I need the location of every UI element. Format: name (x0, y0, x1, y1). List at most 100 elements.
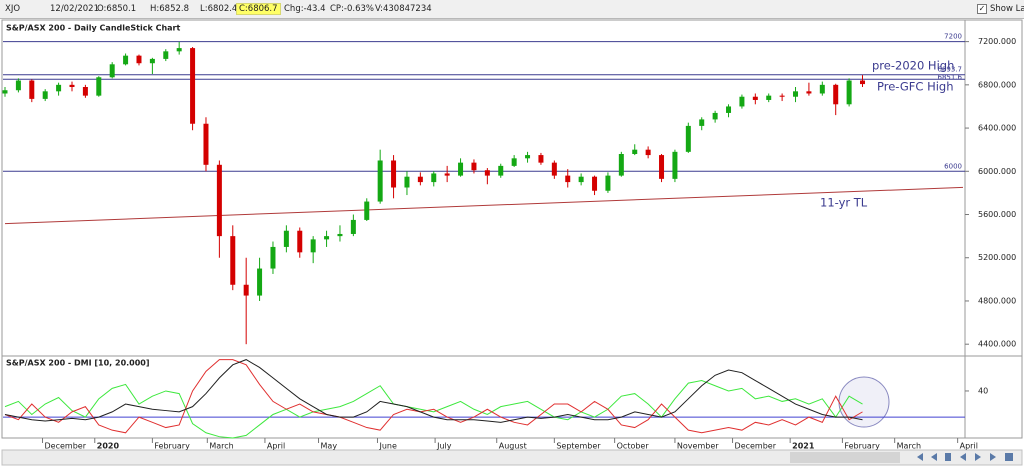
candle-body (471, 162, 477, 171)
candle-body (860, 80, 866, 85)
candle-body (752, 96, 758, 100)
trendline (4, 186, 964, 225)
candle-body (123, 55, 129, 65)
candle-body (283, 230, 289, 247)
candle-body (779, 95, 785, 97)
candle-body (846, 80, 852, 105)
candle-body (149, 58, 155, 64)
show-last-checkbox[interactable]: ✓ (977, 4, 987, 14)
candle-body (726, 106, 732, 113)
y-tick-label: 7200.000 (978, 37, 1016, 46)
candle-body (324, 236, 330, 240)
x-tick-label: July (436, 442, 452, 451)
candle-body (29, 80, 35, 99)
candle-body (337, 233, 343, 237)
candle-body (136, 55, 142, 64)
candle-body (56, 84, 62, 92)
frame (1, 19, 1023, 439)
high: H:6852.8 (150, 4, 189, 14)
candle-body (69, 84, 75, 87)
candle-body (297, 230, 303, 253)
candle-body (444, 173, 450, 176)
dmi-line (4, 379, 863, 439)
candle-body (712, 112, 718, 120)
scroll-buttons[interactable] (917, 453, 1013, 461)
candle-body (458, 162, 464, 176)
date: 12/02/2021 (50, 4, 99, 14)
candle-body (592, 176, 598, 191)
candle-body (605, 175, 611, 191)
dmi-line (4, 359, 863, 434)
x-tick-label: December (45, 442, 87, 451)
x-tick-label: November (677, 442, 719, 451)
candle-body (645, 149, 651, 156)
candle-body (833, 84, 839, 105)
candle-body (391, 160, 397, 188)
change: Chg:-43.4 (284, 4, 326, 14)
volume: V:430847234 (375, 4, 432, 14)
candle-body (270, 246, 276, 269)
y-tick-label: 6000.000 (978, 167, 1016, 176)
candle-body (404, 176, 410, 188)
low: L:6802.4 (200, 4, 238, 14)
y-tick-label: 6800.000 (978, 80, 1016, 89)
y-tick-label: 5200.000 (978, 253, 1016, 262)
dmi-line (4, 359, 863, 423)
candle-body (431, 173, 437, 183)
price-title: S&P/ASX 200 - Daily CandleStick Chart (6, 24, 180, 33)
candle-body (806, 91, 812, 94)
candle-body (578, 176, 584, 183)
open: O:6850.1 (97, 4, 137, 14)
x-tick-label: 2021 (792, 442, 815, 451)
annotation: 11-yr TL (820, 196, 868, 210)
show-last-label[interactable]: Show Last (990, 4, 1024, 14)
candle-body (551, 162, 557, 176)
level-label: 6000 (944, 162, 962, 170)
candle-body (96, 77, 102, 96)
candle-body (699, 119, 705, 126)
candle-body (190, 48, 196, 124)
candle-body (618, 154, 624, 176)
highlight-circle (838, 376, 890, 428)
candle-body (632, 149, 638, 154)
symbol: XJO (5, 4, 21, 14)
annotation: pre-2020 High (872, 59, 954, 73)
x-tick-label: 2020 (97, 442, 120, 451)
candle-body (672, 151, 678, 179)
x-tick-label: April (960, 442, 978, 451)
annotation: Pre-GFC High (877, 80, 954, 94)
candle-body (484, 170, 490, 176)
x-tick-label: August (499, 442, 527, 451)
level-label: 6893.7 (938, 66, 963, 74)
y-tick-label: 40 (978, 386, 988, 395)
candle-body (565, 175, 571, 183)
candle-body (163, 51, 169, 59)
x-tick-label: February (154, 442, 190, 451)
candle-body (109, 64, 115, 78)
candle-body (2, 90, 8, 94)
candle-body (243, 284, 249, 296)
candle-body (739, 96, 745, 107)
candle-body (257, 268, 263, 296)
candle-body (525, 155, 531, 159)
candle-body (216, 164, 222, 237)
candle-body (766, 95, 772, 100)
chart: S&P/ASX 200 - Daily CandleStick Chart S&… (1, 19, 1023, 466)
x-tick-label: October (617, 442, 650, 451)
y-tick-label: 6400.000 (978, 124, 1016, 133)
scrollbar (1, 449, 1023, 466)
x-tick-label: March (209, 442, 233, 451)
x-tick-label: February (844, 442, 880, 451)
candle-body (538, 155, 544, 163)
candle-body (819, 84, 825, 94)
scrollbar-thumb[interactable] (790, 452, 900, 463)
candle-body (498, 165, 504, 176)
y-tick-label: 4400.000 (978, 340, 1016, 349)
x-tick-label: May (321, 442, 338, 451)
y-tick-label: 4800.000 (978, 296, 1016, 305)
candle-body (15, 80, 21, 91)
change-pct: CP:-0.63% (330, 4, 374, 14)
candle-body (176, 48, 182, 52)
candle-body (793, 91, 799, 97)
